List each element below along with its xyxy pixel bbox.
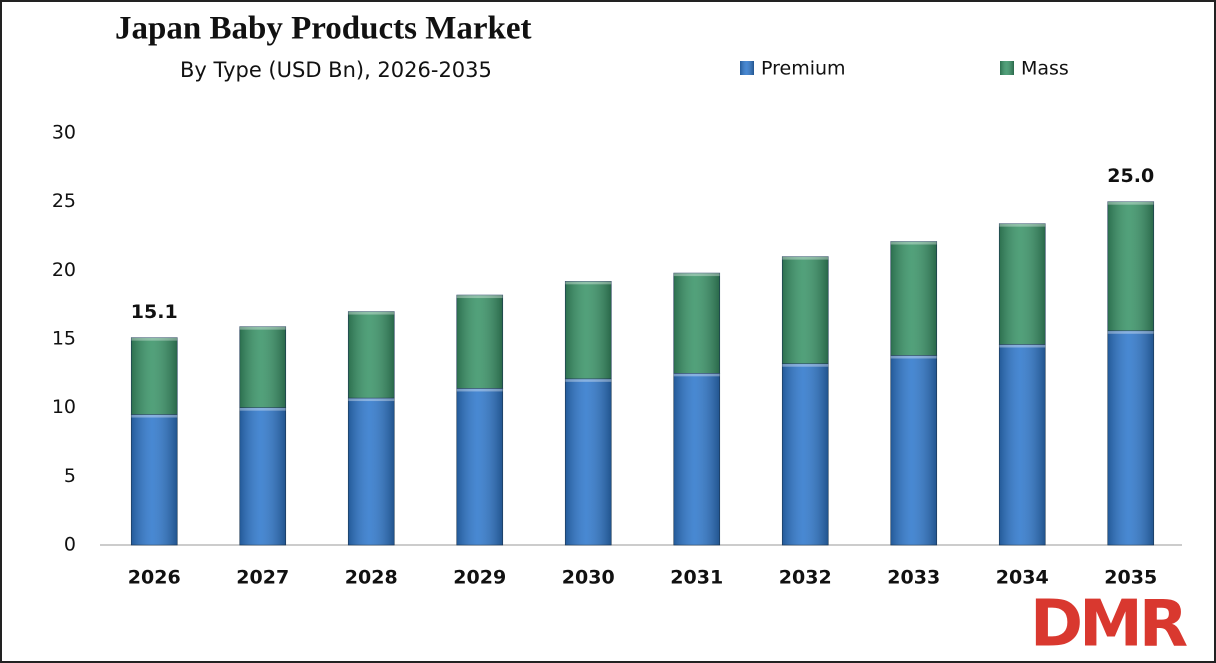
bar-shade: [239, 407, 286, 545]
x-tick-label: 2032: [779, 567, 832, 589]
bar-cap: [565, 378, 612, 382]
bar-shade: [1107, 330, 1154, 545]
legend-swatch-shade: [740, 61, 754, 75]
bar-cap: [1107, 330, 1154, 334]
bar-cap: [782, 256, 829, 260]
y-tick-label: 20: [52, 259, 76, 281]
x-tick-label: 2027: [236, 567, 289, 589]
bar-shade: [456, 295, 503, 389]
bar-cap: [456, 295, 503, 299]
bar-shade: [348, 311, 395, 399]
bar-cap: [456, 388, 503, 392]
bar-cap: [348, 398, 395, 402]
bar-cap: [999, 344, 1046, 348]
x-tick-label: 2028: [345, 567, 398, 589]
bar-cap: [673, 273, 720, 277]
y-tick-label: 5: [64, 465, 76, 487]
bar-shade: [348, 398, 395, 545]
bar-cap: [565, 281, 612, 285]
bar-shade: [890, 355, 937, 545]
bar-shade: [565, 281, 612, 379]
bar-shade: [673, 373, 720, 545]
bar-cap: [890, 241, 937, 245]
bar-cap: [999, 223, 1046, 227]
y-tick-label: 15: [52, 328, 76, 350]
legend-label: Premium: [761, 58, 846, 80]
y-tick-label: 10: [52, 396, 76, 418]
bar-cap: [348, 311, 395, 315]
bar-shade: [782, 256, 829, 364]
bar-shade: [239, 326, 286, 408]
x-tick-label: 2031: [670, 567, 723, 589]
y-tick-label: 25: [52, 190, 76, 212]
bar-cap: [131, 337, 178, 341]
y-tick-label: 0: [64, 534, 76, 556]
bar-shade: [565, 378, 612, 545]
bar-shade: [782, 363, 829, 545]
bar-shade: [1107, 201, 1154, 331]
bar-cap: [1107, 201, 1154, 205]
x-tick-label: 2029: [453, 567, 506, 589]
x-tick-label: 2030: [562, 567, 615, 589]
x-tick-label: 2033: [887, 567, 940, 589]
bar-shade: [456, 388, 503, 545]
bar-cap: [782, 363, 829, 367]
legend-swatch-shade: [1000, 61, 1014, 75]
bar-shade: [673, 273, 720, 374]
x-tick-label: 2026: [128, 567, 181, 589]
legend-label: Mass: [1021, 58, 1069, 80]
bar-cap: [239, 407, 286, 411]
bar-shade: [890, 241, 937, 356]
bar-cap: [239, 326, 286, 330]
bar-shade: [131, 414, 178, 545]
y-tick-label: 30: [52, 122, 76, 144]
logo: DMR: [1030, 588, 1187, 662]
bar-cap: [131, 414, 178, 418]
data-label: 25.0: [1107, 165, 1154, 187]
bar-shade: [999, 223, 1046, 345]
bar-cap: [890, 355, 937, 359]
bar-cap: [673, 373, 720, 377]
x-tick-label: 2034: [996, 567, 1049, 589]
bar-shade: [999, 344, 1046, 545]
chart-subtitle: By Type (USD Bn), 2026-2035: [180, 58, 492, 82]
data-label: 15.1: [131, 301, 178, 323]
x-tick-label: 2035: [1104, 567, 1157, 589]
bar-shade: [131, 337, 178, 415]
chart-title: Japan Baby Products Market: [115, 11, 532, 47]
